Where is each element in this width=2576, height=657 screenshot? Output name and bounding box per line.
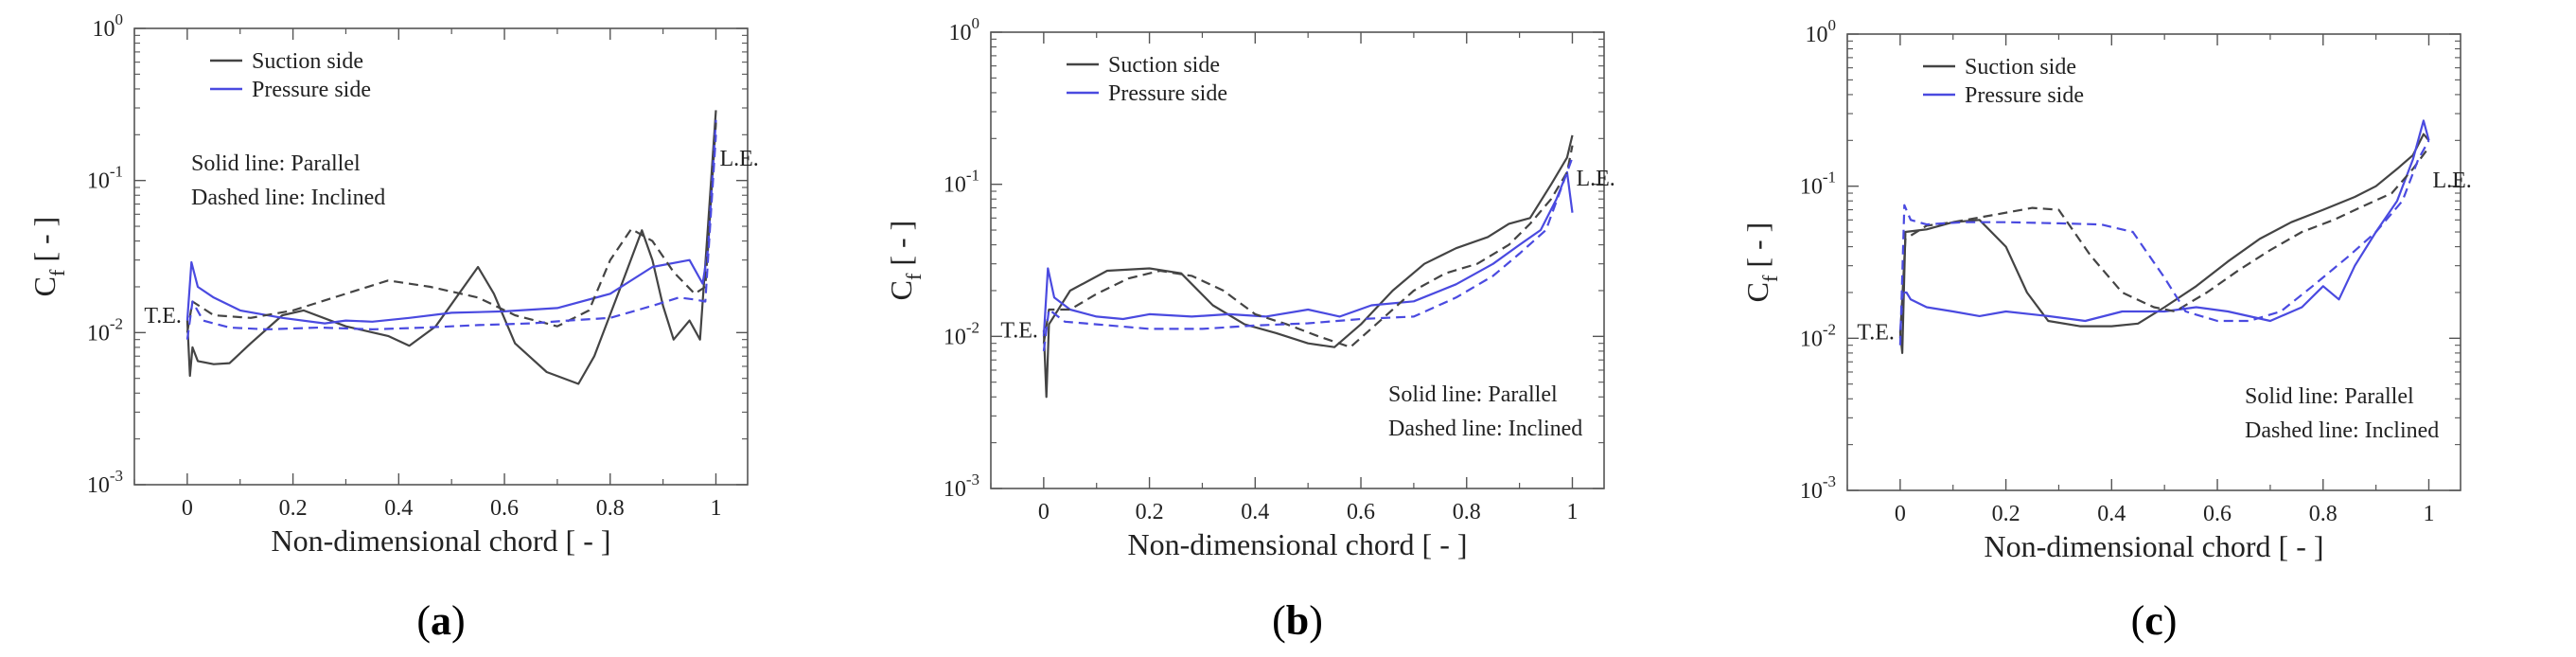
- note-text: Solid line: Parallel: [2245, 384, 2414, 409]
- y-tick-label: 10-2: [944, 318, 979, 349]
- x-axis-label: Non-dimensional chord [ - ]: [1984, 529, 2323, 563]
- y-tick-label: 100: [1806, 16, 1837, 47]
- series-line-dashed-pressure-side: [1898, 139, 2430, 346]
- series-line-solid-pressure-side: [185, 119, 717, 325]
- edge-annotation: T.E.: [144, 304, 182, 328]
- y-axis-label: Cf [ - ]: [884, 221, 926, 301]
- y-tick-label: 10-1: [87, 163, 123, 194]
- x-tick-label: 0.6: [1347, 500, 1375, 524]
- x-tick-label: 0: [1038, 500, 1050, 524]
- x-tick-label: 1: [1566, 500, 1578, 524]
- series-line-dashed-suction-side: [1042, 145, 1574, 348]
- y-tick-label: 10-3: [1800, 472, 1836, 504]
- y-axis-label: Cf [ - ]: [27, 217, 69, 297]
- edge-annotation: T.E.: [1857, 321, 1895, 346]
- x-tick-label: 1: [710, 496, 721, 521]
- x-tick-label: 0.2: [1136, 500, 1164, 524]
- y-tick-label: 100: [93, 10, 124, 42]
- x-axis-label: Non-dimensional chord [ - ]: [1127, 527, 1467, 561]
- legend-label: Pressure side: [1965, 83, 2084, 108]
- legend-label: Suction side: [252, 49, 363, 74]
- series-line-dashed-pressure-side: [185, 134, 717, 340]
- series-line-solid-suction-side: [1042, 134, 1574, 399]
- legend-label: Pressure side: [1108, 81, 1227, 106]
- series-line-dashed-suction-side: [1898, 147, 2430, 339]
- chart-svg: 0 0.2 0.4 0.6 0.8 1 10-3 10-2 10-1 100 Non-dimensi…: [1740, 16, 2472, 563]
- x-tick-label: 0.8: [596, 496, 625, 521]
- x-tick-label: 0.4: [2097, 502, 2126, 526]
- series-line-solid-pressure-side: [1898, 119, 2430, 332]
- y-tick-label: 100: [949, 14, 980, 45]
- x-tick-label: 0.8: [2309, 502, 2338, 526]
- panel-label-a: (a): [416, 597, 466, 644]
- y-tick-label: 10-3: [87, 467, 123, 498]
- legend-label: Pressure side: [252, 78, 371, 102]
- x-tick-label: 0.4: [1241, 500, 1269, 524]
- x-tick-label: 1: [2423, 502, 2434, 526]
- x-tick-label: 0.4: [384, 496, 413, 521]
- note-text: Dashed line: Inclined: [1388, 417, 1582, 441]
- y-tick-label: 10-2: [1800, 320, 1836, 351]
- edge-annotation: L.E.: [2432, 169, 2471, 193]
- note-text: Dashed line: Inclined: [191, 186, 385, 210]
- y-axis-label: Cf [ - ]: [1740, 222, 1782, 303]
- edge-annotation: T.E.: [1000, 319, 1038, 344]
- edge-annotation: L.E.: [1576, 167, 1614, 191]
- chart-panel-c: 0 0.2 0.4 0.6 0.8 1 10-3 10-2 10-1 100 Non-dimensi…: [1713, 0, 2569, 568]
- y-tick-label: 10-2: [87, 314, 123, 346]
- panel-label-c: (c): [2130, 597, 2178, 644]
- series-line-solid-pressure-side: [1042, 170, 1574, 337]
- panel-label-b: (b): [1272, 597, 1323, 644]
- y-tick-label: 10-1: [944, 167, 979, 198]
- y-tick-label: 10-3: [944, 471, 979, 502]
- note-text: Solid line: Parallel: [1388, 382, 1558, 407]
- x-tick-label: 0.6: [2203, 502, 2232, 526]
- series-line-solid-suction-side: [1898, 133, 2430, 354]
- chart-svg: 0 0.2 0.4 0.6 0.8 1 10-3 10-2 10-1 100 Non-dimensi…: [884, 14, 1615, 561]
- edge-annotation: L.E.: [719, 147, 758, 171]
- y-tick-label: 10-1: [1800, 169, 1836, 200]
- chart-panel-b: 0 0.2 0.4 0.6 0.8 1 10-3 10-2 10-1 100 Non-dimensi…: [856, 0, 1713, 568]
- x-tick-label: 0.8: [1453, 500, 1481, 524]
- legend-label: Suction side: [1108, 53, 1220, 78]
- x-tick-label: 0.6: [490, 496, 519, 521]
- x-axis-label: Non-dimensional chord [ - ]: [271, 524, 610, 558]
- series-line-solid-suction-side: [185, 110, 717, 385]
- note-text: Solid line: Parallel: [191, 151, 361, 176]
- chart-panel-a: 0 0.2 0.4 0.6 0.8 1 10-3 10-2 10-1 100 Non-dimensi…: [0, 0, 856, 568]
- plot-frame: [1846, 33, 2461, 491]
- series-line-dashed-pressure-side: [1042, 157, 1574, 352]
- legend-label: Suction side: [1965, 55, 2076, 80]
- x-tick-label: 0: [182, 496, 193, 521]
- chart-svg: 0 0.2 0.4 0.6 0.8 1 10-3 10-2 10-1 100 Non-dimensi…: [27, 10, 759, 558]
- x-tick-label: 0: [1895, 502, 1906, 526]
- x-tick-label: 0.2: [279, 496, 308, 521]
- x-tick-label: 0.2: [1992, 502, 2020, 526]
- plot-frame: [133, 27, 749, 486]
- note-text: Dashed line: Inclined: [2245, 418, 2439, 443]
- plot-frame: [990, 31, 1605, 489]
- series-line-dashed-suction-side: [185, 122, 717, 333]
